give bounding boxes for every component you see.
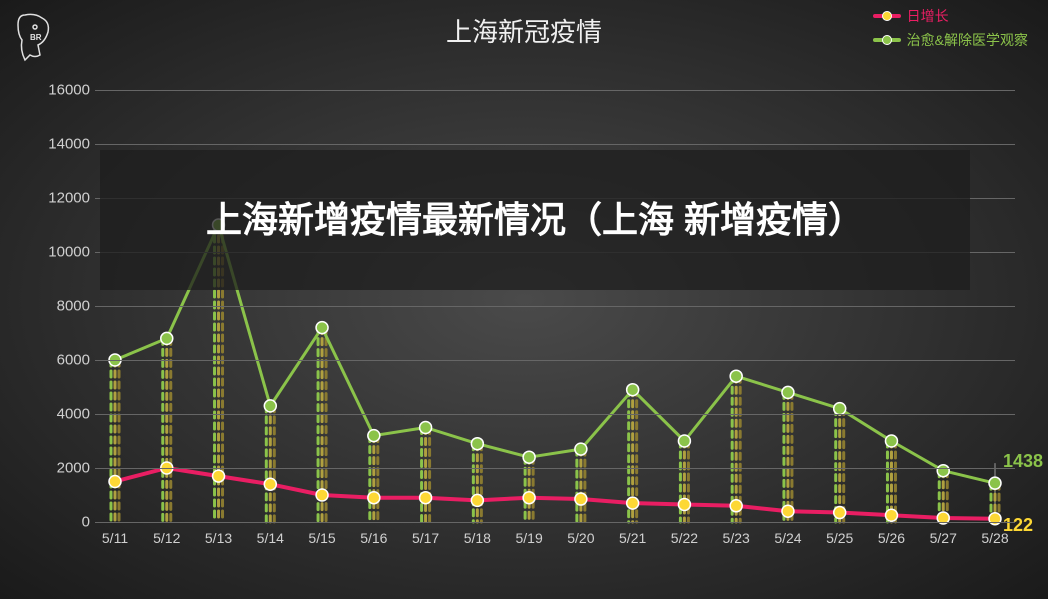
- legend-label-series2: 治愈&解除医学观察: [907, 30, 1028, 50]
- y-tick-label: 16000: [40, 82, 90, 99]
- x-tick-label: 5/11: [102, 530, 128, 546]
- overlay-caption: 上海新增疫情最新情况（上海 新增疫情）: [100, 150, 970, 290]
- legend-label-series1: 日增长: [907, 6, 949, 26]
- x-tick-label: 5/15: [308, 530, 335, 546]
- gridline-h: [95, 90, 1015, 91]
- x-tick-label: 5/12: [153, 530, 180, 546]
- y-tick-label: 10000: [40, 244, 90, 261]
- x-tick-label: 5/18: [464, 530, 491, 546]
- y-tick-label: 2000: [40, 460, 90, 477]
- x-tick-label: 5/13: [205, 530, 232, 546]
- gridline-h: [95, 306, 1015, 307]
- x-tick-label: 5/28: [981, 530, 1008, 546]
- legend-item-series1: 日增长: [873, 6, 1028, 26]
- legend-line-series2: [873, 38, 901, 42]
- y-tick-label: 8000: [40, 298, 90, 315]
- x-tick-label: 5/23: [723, 530, 750, 546]
- x-tick-label: 5/14: [257, 530, 284, 546]
- legend-dot-series1: [882, 11, 892, 21]
- x-tick-label: 5/22: [671, 530, 698, 546]
- x-tick-label: 5/21: [619, 530, 646, 546]
- x-tick-label: 5/19: [515, 530, 542, 546]
- gridline-h: [95, 144, 1015, 145]
- gridline-h: [95, 522, 1015, 523]
- x-tick-label: 5/20: [567, 530, 594, 546]
- legend: 日增长 治愈&解除医学观察: [873, 6, 1028, 54]
- x-tick-label: 5/27: [930, 530, 957, 546]
- y-tick-label: 4000: [40, 406, 90, 423]
- x-tick-label: 5/25: [826, 530, 853, 546]
- y-tick-label: 0: [40, 514, 90, 531]
- legend-item-series2: 治愈&解除医学观察: [873, 30, 1028, 50]
- x-tick-label: 5/16: [360, 530, 387, 546]
- y-tick-label: 14000: [40, 136, 90, 153]
- gridline-h: [95, 414, 1015, 415]
- gridline-h: [95, 468, 1015, 469]
- x-tick-label: 5/26: [878, 530, 905, 546]
- y-tick-label: 6000: [40, 352, 90, 369]
- x-tick-label: 5/24: [774, 530, 801, 546]
- legend-dot-series2: [882, 35, 892, 45]
- legend-line-series1: [873, 14, 901, 18]
- x-tick-label: 5/17: [412, 530, 439, 546]
- gridline-h: [95, 360, 1015, 361]
- end-label-series2: 1438: [1003, 451, 1043, 472]
- y-tick-label: 12000: [40, 190, 90, 207]
